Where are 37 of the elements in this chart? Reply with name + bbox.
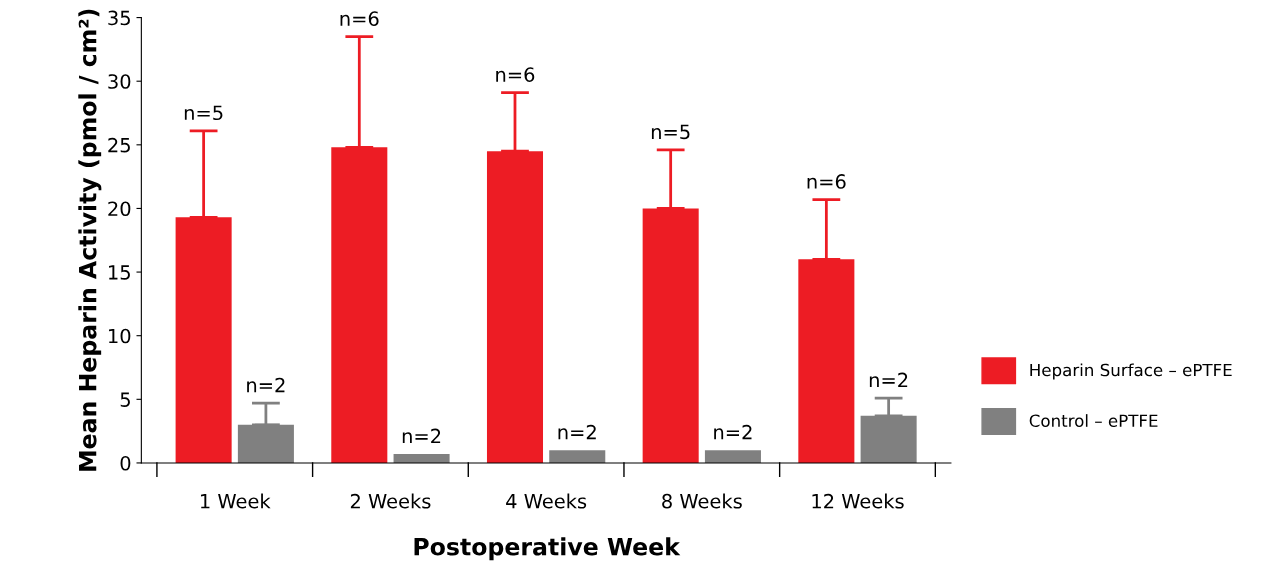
annotation: n=2 [714, 424, 752, 440]
bar [393, 454, 450, 463]
annotation: n=2 [402, 428, 441, 444]
y-tick-label: 20 [108, 201, 131, 217]
bar [237, 424, 294, 463]
bar [175, 217, 232, 463]
y-tick-label: 5 [120, 392, 130, 407]
y-axis-title: Mean Heparin Activity (pmol / cm²) [78, 9, 102, 471]
annotation: n=5 [651, 124, 690, 140]
annotation: n=5 [184, 105, 223, 121]
bar [486, 151, 544, 463]
bar [860, 415, 917, 463]
x-axis-title: Postoperative Week [414, 537, 681, 561]
annotation: n=2 [558, 424, 596, 440]
y-tick-label: 30 [108, 74, 131, 89]
annotation: n=6 [496, 67, 535, 82]
annotation: n=6 [807, 174, 846, 189]
x-tick-label: 4 Weeks [506, 493, 587, 509]
annotation: n=2 [247, 377, 285, 393]
bar [331, 147, 388, 463]
x-tick-label: 8 Weeks [662, 493, 742, 509]
y-tick-label: 10 [109, 328, 131, 344]
bar [642, 208, 699, 463]
bar [704, 450, 761, 463]
bar [798, 259, 855, 463]
y-tick-label: 15 [109, 265, 130, 280]
x-tick-label: 2 Weeks [350, 493, 431, 509]
bar [549, 450, 606, 463]
y-tick-label: 25 [108, 137, 130, 153]
annotation: n=6 [340, 11, 379, 26]
x-tick-label: 1 Week [200, 493, 271, 509]
annotation: n=2 [869, 372, 908, 388]
x-tick-label: 12 Weeks [812, 493, 904, 509]
legend-label: Control – ePTFE [1029, 414, 1158, 428]
y-tick-label: 35 [108, 10, 130, 26]
y-tick-label: 0 [120, 455, 131, 471]
legend-label: Heparin Surface – ePTFE [1030, 363, 1232, 380]
